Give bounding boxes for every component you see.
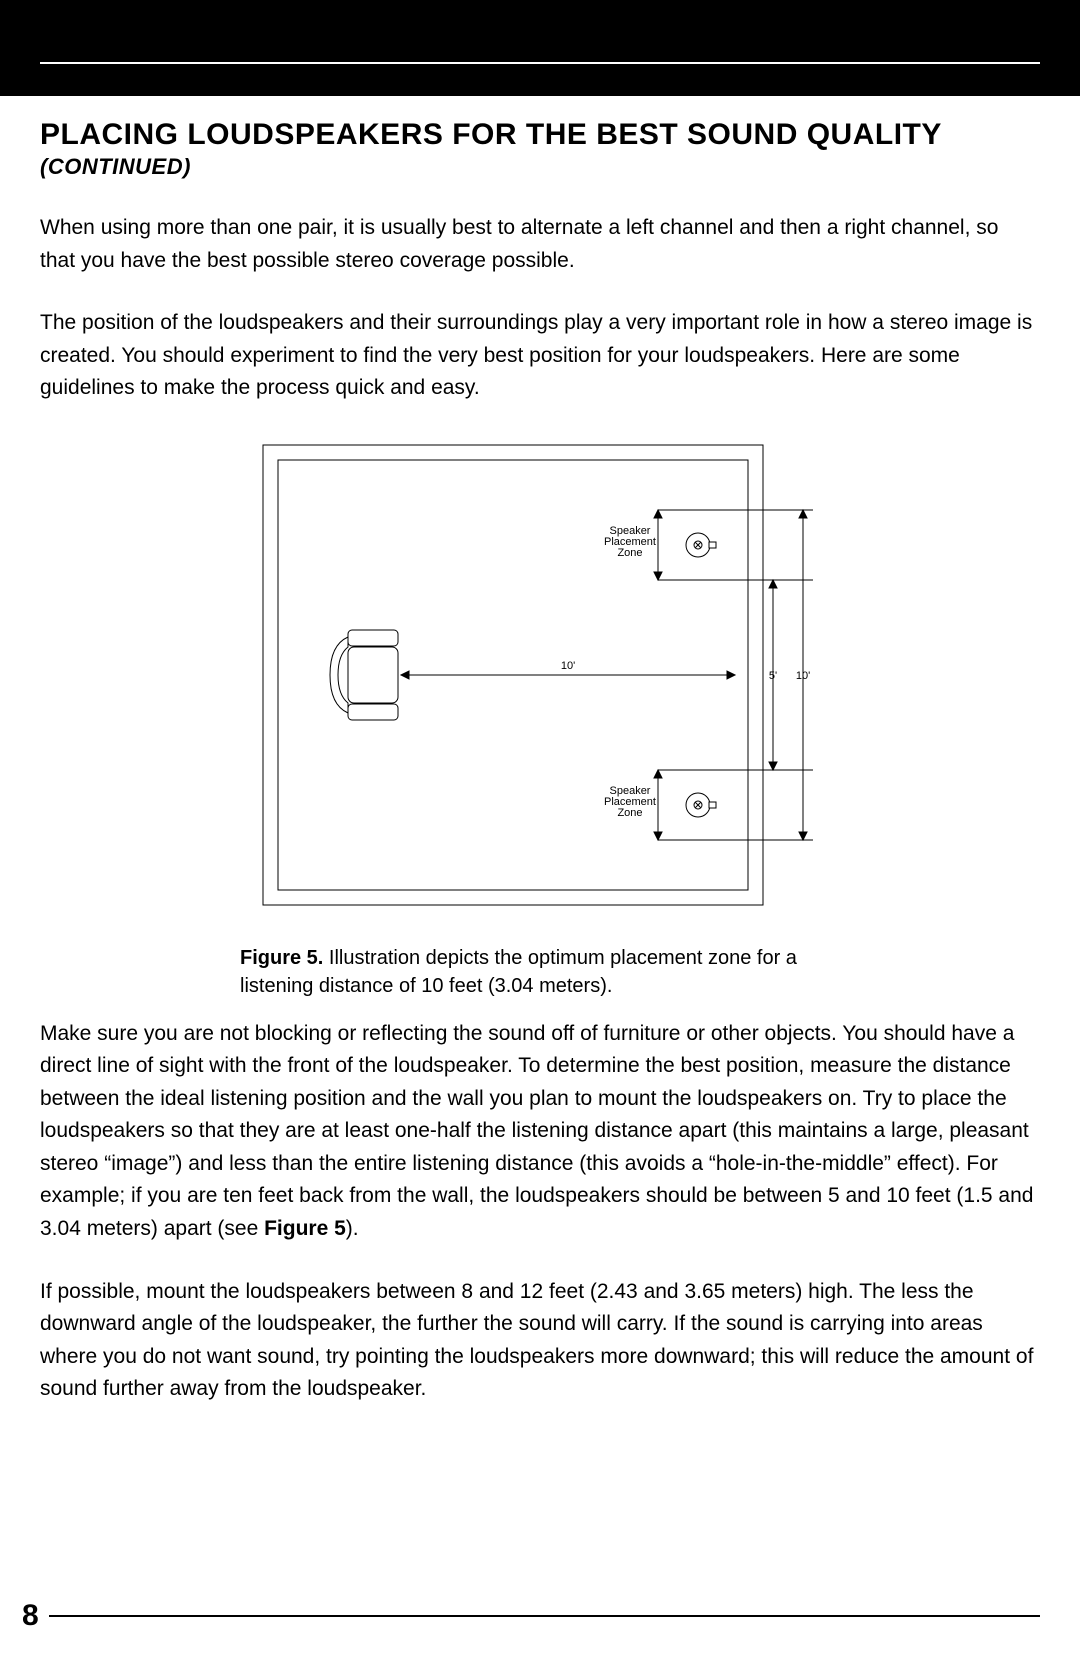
paragraph-1: When using more than one pair, it is usu… [40,212,1035,277]
speaker-top-icon [686,533,716,557]
figure-5: Speaker Placement Zone Speaker Placement… [40,435,1035,1000]
chair-icon [330,630,398,720]
dimension-10ft-horizontal [401,671,735,679]
page-content: PLACING LOUDSPEAKERS FOR THE BEST SOUND … [0,98,1080,1406]
paragraph-4: If possible, mount the loudspeakers betw… [40,1276,1035,1406]
figure-caption-bold: Figure 5. [240,947,323,969]
page-title: PLACING LOUDSPEAKERS FOR THE BEST SOUND … [40,118,1035,152]
page-subtitle: (CONTINUED) [40,154,1035,180]
figure-caption-text: Illustration depicts the optimum placeme… [240,947,797,997]
dimension-5ft-label: 5' [768,670,776,682]
speaker-bottom-icon [686,793,716,817]
figure-5-caption: Figure 5. Illustration depicts the optim… [240,944,800,1000]
footer-rule [49,1615,1040,1617]
dimension-10ft-label: 10' [560,660,574,672]
header-bar [0,0,1080,98]
dimension-10ft-v-label: 10' [795,670,809,682]
paragraph-3: Make sure you are not blocking or reflec… [40,1018,1035,1246]
page-number: 8 [22,1599,39,1633]
paragraph-2: The position of the loudspeakers and the… [40,307,1035,405]
figure-5-diagram: Speaker Placement Zone Speaker Placement… [243,435,833,925]
svg-text:Zone: Zone [617,807,642,819]
page-footer: 8 [22,1599,1040,1633]
figure-5-reference: Figure 5 [264,1217,346,1240]
svg-text:Zone: Zone [617,547,642,559]
